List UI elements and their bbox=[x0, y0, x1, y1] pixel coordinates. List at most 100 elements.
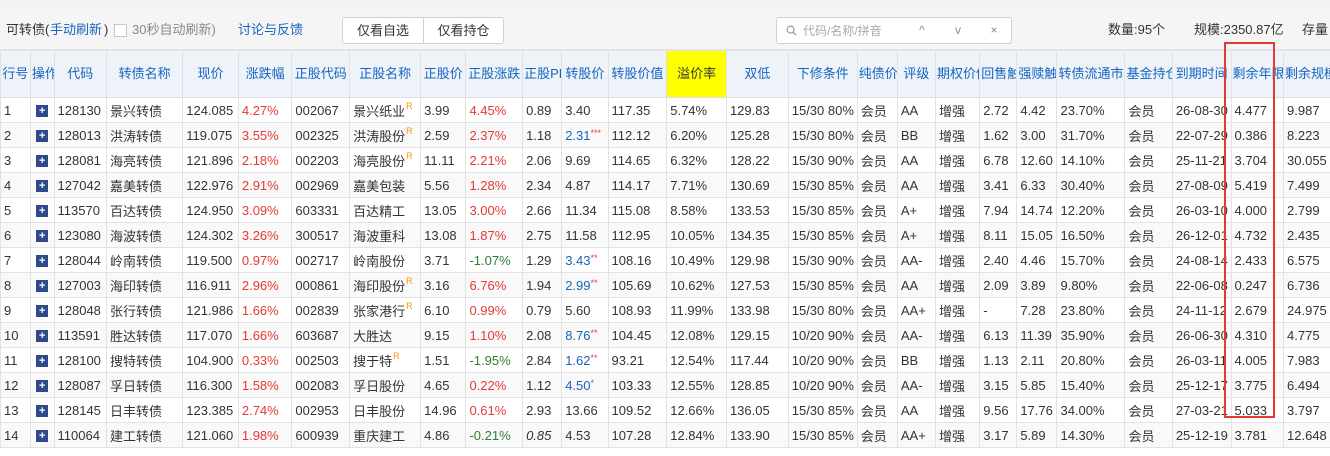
plus-icon[interactable]: + bbox=[36, 380, 49, 393]
table-row[interactable]: 1 +128130 景兴转债 124.085 4.27% 002067 景兴纸业R 3.99 4… bbox=[0, 97, 1330, 123]
bond-value-link[interactable]: 会员 bbox=[856, 147, 898, 173]
bond-code-link[interactable]: 128048 bbox=[53, 297, 108, 323]
bond-code-link[interactable]: 110064 bbox=[53, 422, 108, 448]
stock-code-link[interactable]: 002717 bbox=[291, 247, 351, 273]
add-button[interactable]: + bbox=[29, 322, 55, 348]
bond-code-link[interactable]: 128081 bbox=[53, 147, 108, 173]
bond-code-link[interactable]: 128087 bbox=[53, 372, 108, 398]
option-value-link[interactable]: 增强 bbox=[934, 122, 981, 148]
stock-code-link[interactable]: 002953 bbox=[291, 397, 351, 423]
add-button[interactable]: + bbox=[29, 347, 55, 373]
col-header[interactable]: 到期时间 bbox=[1171, 50, 1232, 98]
option-value-link[interactable]: 增强 bbox=[934, 422, 981, 448]
search-input[interactable] bbox=[803, 21, 899, 41]
add-button[interactable]: + bbox=[29, 297, 55, 323]
only-holdings-button[interactable]: 仅看持仓 bbox=[423, 18, 503, 43]
fund-holding-link[interactable]: 会员 bbox=[1124, 297, 1173, 323]
bond-value-link[interactable]: 会员 bbox=[856, 172, 898, 198]
bond-code-link[interactable]: 128013 bbox=[53, 122, 108, 148]
bond-code-link[interactable]: 113570 bbox=[53, 197, 108, 223]
stock-code-link[interactable]: 000861 bbox=[291, 272, 351, 298]
table-row[interactable]: 11 +128100 搜特转债 104.900 0.33% 002503 搜于特R 1.51-… bbox=[0, 347, 1330, 373]
option-value-link[interactable]: 增强 bbox=[934, 147, 981, 173]
plus-icon[interactable]: + bbox=[36, 280, 49, 293]
bond-code-link[interactable]: 127042 bbox=[53, 172, 108, 198]
col-header[interactable]: 转债流通市值占比 bbox=[1056, 50, 1126, 98]
only-watchlist-button[interactable]: 仅看自选 bbox=[356, 23, 409, 38]
add-button[interactable]: + bbox=[29, 247, 55, 273]
add-button[interactable]: + bbox=[29, 397, 55, 423]
plus-icon[interactable]: + bbox=[36, 130, 49, 143]
col-header[interactable]: 正股代码 bbox=[291, 50, 351, 98]
col-header[interactable]: 评级 bbox=[896, 50, 936, 98]
fund-holding-link[interactable]: 会员 bbox=[1124, 347, 1173, 373]
stock-code-link[interactable]: 603331 bbox=[291, 197, 351, 223]
col-header[interactable]: 行号 bbox=[0, 50, 31, 98]
stock-code-link[interactable]: 603687 bbox=[291, 322, 351, 348]
plus-icon[interactable]: + bbox=[36, 330, 49, 343]
table-row[interactable]: 14 +110064 建工转债 121.060 1.98% 600939 重庆建工 4.86-… bbox=[0, 422, 1330, 448]
manual-refresh-link[interactable]: 手动刷新 bbox=[50, 22, 103, 37]
add-button[interactable]: + bbox=[29, 272, 55, 298]
auto-refresh-checkbox[interactable] bbox=[114, 24, 127, 37]
table-row[interactable]: 10 +113591 胜达转债 117.070 1.66% 603687 大胜达 9.15 1.… bbox=[0, 322, 1330, 348]
plus-icon[interactable]: + bbox=[36, 430, 49, 443]
stock-code-link[interactable]: 600939 bbox=[291, 422, 351, 448]
plus-icon[interactable]: + bbox=[36, 405, 49, 418]
col-header[interactable]: 强赎触发价 bbox=[1016, 50, 1058, 98]
fund-holding-link[interactable]: 会员 bbox=[1124, 422, 1173, 448]
fund-holding-link[interactable]: 会员 bbox=[1124, 97, 1173, 123]
bond-value-link[interactable]: 会员 bbox=[856, 247, 898, 273]
discuss-feedback-link[interactable]: 讨论与反馈 bbox=[238, 22, 304, 37]
option-value-link[interactable]: 增强 bbox=[934, 222, 981, 248]
bond-value-link[interactable]: 会员 bbox=[856, 197, 898, 223]
bond-value-link[interactable]: 会员 bbox=[856, 272, 898, 298]
col-header[interactable]: 下修条件 bbox=[787, 50, 858, 98]
search-prev-button[interactable]: ^ bbox=[919, 23, 925, 37]
table-row[interactable]: 5 +113570 百达转债 124.950 3.09% 603331 百达精工 13.05 3… bbox=[0, 197, 1330, 223]
search-clear-button[interactable]: × bbox=[990, 23, 998, 37]
add-button[interactable]: + bbox=[29, 97, 55, 123]
table-row[interactable]: 12 +128087 孚日转债 116.300 1.58% 002083 孚日股份 4.65 0… bbox=[0, 372, 1330, 398]
plus-icon[interactable]: + bbox=[36, 155, 49, 168]
search-next-button[interactable]: v bbox=[955, 23, 961, 37]
add-button[interactable]: + bbox=[29, 172, 55, 198]
bond-value-link[interactable]: 会员 bbox=[856, 397, 898, 423]
option-value-link[interactable]: 增强 bbox=[934, 272, 981, 298]
col-header[interactable]: 正股价 bbox=[420, 50, 467, 98]
plus-icon[interactable]: + bbox=[36, 105, 49, 118]
col-header[interactable]: 纯债价值 bbox=[856, 50, 898, 98]
add-button[interactable]: + bbox=[29, 372, 55, 398]
table-row[interactable]: 6 +123080 海波转债 124.302 3.26% 300517 海波重科 13.08 1… bbox=[0, 222, 1330, 248]
table-row[interactable]: 7 +128044 岭南转债 119.500 0.97% 002717 岭南股份 3.71 -1… bbox=[0, 247, 1330, 273]
col-header[interactable]: 正股PB bbox=[522, 50, 563, 98]
add-button[interactable]: + bbox=[29, 122, 55, 148]
col-header[interactable]: 双低 bbox=[725, 50, 789, 98]
col-header[interactable]: 转债名称 bbox=[106, 50, 184, 98]
fund-holding-link[interactable]: 会员 bbox=[1124, 272, 1173, 298]
option-value-link[interactable]: 增强 bbox=[934, 247, 981, 273]
fund-holding-link[interactable]: 会员 bbox=[1124, 147, 1173, 173]
bond-code-link[interactable]: 113591 bbox=[53, 322, 108, 348]
col-header[interactable]: 基金持仓 bbox=[1124, 50, 1173, 98]
bond-value-link[interactable]: 会员 bbox=[856, 297, 898, 323]
bond-value-link[interactable]: 会员 bbox=[856, 322, 898, 348]
bond-code-link[interactable]: 123080 bbox=[53, 222, 108, 248]
add-button[interactable]: + bbox=[29, 422, 55, 448]
plus-icon[interactable]: + bbox=[36, 180, 49, 193]
table-row[interactable]: 4 +127042 嘉美转债 122.976 2.91% 002969 嘉美包装 5.56 1.… bbox=[0, 172, 1330, 198]
bond-code-link[interactable]: 128044 bbox=[53, 247, 108, 273]
fund-holding-link[interactable]: 会员 bbox=[1124, 122, 1173, 148]
option-value-link[interactable]: 增强 bbox=[934, 397, 981, 423]
table-row[interactable]: 2 +128013 洪涛转债 119.075 3.55% 002325 洪涛股份R 2.59 2… bbox=[0, 122, 1330, 148]
fund-holding-link[interactable]: 会员 bbox=[1124, 322, 1173, 348]
stock-code-link[interactable]: 002839 bbox=[291, 297, 351, 323]
plus-icon[interactable]: + bbox=[36, 305, 49, 318]
stock-code-link[interactable]: 002203 bbox=[291, 147, 351, 173]
stock-code-link[interactable]: 002083 bbox=[291, 372, 351, 398]
stock-code-link[interactable]: 002503 bbox=[291, 347, 351, 373]
stock-code-link[interactable]: 002325 bbox=[291, 122, 351, 148]
col-header[interactable]: 回售触发价 bbox=[979, 50, 1018, 98]
option-value-link[interactable]: 增强 bbox=[934, 197, 981, 223]
bond-value-link[interactable]: 会员 bbox=[856, 97, 898, 123]
